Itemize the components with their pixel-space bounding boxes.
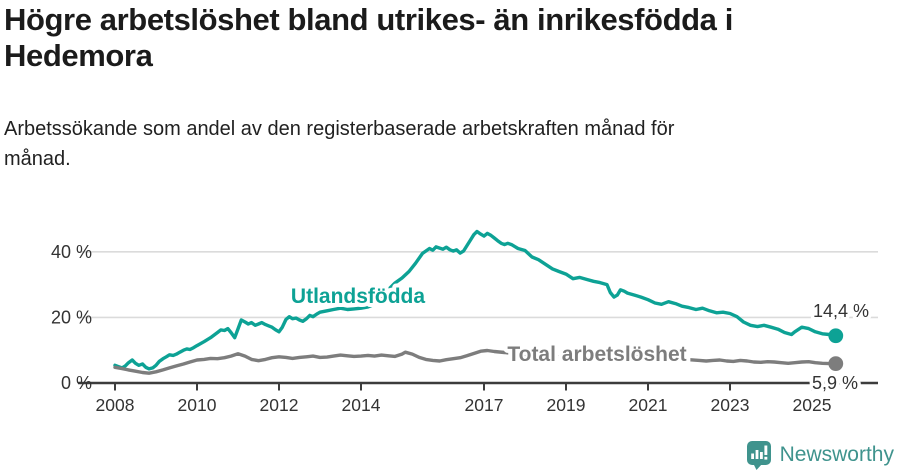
x-tick-label-2010: 2010 [178, 395, 217, 415]
y-tick-label-0: 0 % [61, 373, 92, 393]
chart-subtitle: Arbetssökande som andel av den registerb… [4, 114, 834, 174]
subtitle-line-1: Arbetssökande som andel av den registerb… [4, 118, 675, 140]
end-value-label: 14,4 % [813, 301, 869, 321]
series-end-dot [828, 328, 844, 344]
series-line-utlandsf-dda [113, 229, 838, 371]
page-title: Högre arbetslöshet bland utrikes- än inr… [4, 2, 864, 74]
series-line-total-arbetsl-shet [113, 348, 838, 375]
x-tick-label-2025: 2025 [793, 395, 832, 415]
brand-name: Newsworthy [779, 443, 894, 466]
newsworthy-logo[interactable]: Newsworthy [746, 440, 894, 470]
y-tick-label-20: 20 % [51, 307, 92, 327]
x-tick-label-2021: 2021 [629, 395, 668, 415]
series-label-utlandsf-dda: Utlandsfödda [291, 285, 425, 308]
end-value-label: 5,9 % [812, 373, 858, 393]
x-tick-label-2017: 2017 [465, 395, 504, 415]
subtitle-line-2: månad. [4, 148, 71, 170]
title-line-2: Hedemora [4, 38, 153, 73]
title-line-1: Högre arbetslöshet bland utrikes- än inr… [4, 2, 733, 37]
x-tick-label-2008: 2008 [96, 395, 135, 415]
x-tick-label-2014: 2014 [342, 395, 381, 415]
x-tick-label-2023: 2023 [711, 395, 750, 415]
x-tick-label-2012: 2012 [260, 395, 299, 415]
x-tick-label-2019: 2019 [547, 395, 586, 415]
series-label-total-arbetsl-shet: Total arbetslöshet [507, 343, 686, 366]
bar-chart-pin-icon [746, 441, 771, 470]
y-tick-label-40: 40 % [51, 242, 92, 262]
series-end-dot [828, 356, 844, 372]
